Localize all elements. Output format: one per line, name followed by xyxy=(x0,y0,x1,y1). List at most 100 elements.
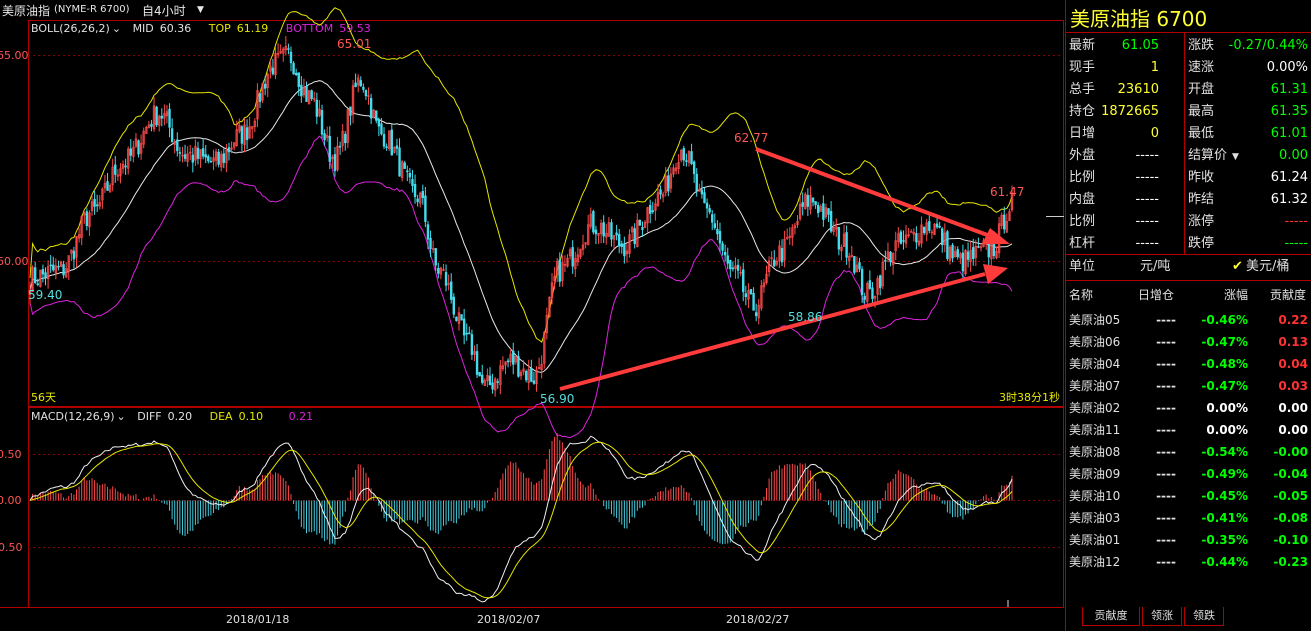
candle-body xyxy=(80,216,83,238)
candle-body xyxy=(891,252,895,265)
candle-body xyxy=(884,260,887,262)
list-item[interactable]: 美原油08 ---- -0.54% -0.00 xyxy=(1066,441,1311,463)
quote-label: 结算价 xyxy=(1188,148,1228,163)
candle-body xyxy=(705,202,709,209)
candle-body xyxy=(543,332,546,364)
candle-body xyxy=(235,129,238,146)
candle-body xyxy=(904,234,908,244)
candle-body xyxy=(770,257,773,260)
candle-body xyxy=(251,126,254,129)
instrument-name: 美原油指 xyxy=(2,4,51,18)
candle-body xyxy=(132,146,135,157)
candle-body xyxy=(744,293,748,298)
candle-body xyxy=(899,231,903,244)
candle-body xyxy=(44,272,47,279)
candle-body xyxy=(729,260,732,270)
list-item[interactable]: 美原油10 ---- -0.45% -0.05 xyxy=(1066,485,1311,507)
list-item[interactable]: 美原油09 ---- -0.49% -0.04 xyxy=(1066,463,1311,485)
list-item[interactable]: 美原油05 ---- -0.46% 0.22 xyxy=(1066,309,1311,331)
list-item[interactable]: 美原油03 ---- -0.41% -0.08 xyxy=(1066,507,1311,529)
boll-mid-line xyxy=(29,80,1013,374)
tab-top-gainers[interactable]: 领涨 xyxy=(1142,607,1182,626)
tab-contribution[interactable]: 贡献度 xyxy=(1082,607,1140,626)
candle-body xyxy=(636,219,639,247)
list-cell-name: 美原油10 xyxy=(1069,489,1121,503)
candle-body xyxy=(434,248,437,266)
list-cell-chg: -0.54% xyxy=(1201,445,1248,459)
candle-body xyxy=(356,77,360,86)
candle-body xyxy=(1003,214,1006,230)
list-header-cell[interactable]: 日增仓 xyxy=(1137,288,1174,302)
list-item[interactable]: 美原油11 ---- 0.00% 0.00 xyxy=(1066,419,1311,441)
candle-body xyxy=(214,151,218,161)
unit-option-usd[interactable]: 美元/桶 xyxy=(1246,259,1290,274)
candle-body xyxy=(742,269,745,293)
candle-body xyxy=(798,204,802,220)
list-cell-name: 美原油03 xyxy=(1069,511,1121,525)
candle-body xyxy=(41,269,45,275)
candle-body xyxy=(667,175,670,192)
bottom-value: 59.53 xyxy=(339,22,371,35)
candle-body xyxy=(966,251,970,260)
lower-arrow-head xyxy=(983,264,1008,284)
list-header-cell[interactable]: 名称 xyxy=(1069,288,1094,302)
candle-body xyxy=(680,150,683,161)
candle-body xyxy=(785,237,789,239)
period-selector[interactable]: 自4小时 xyxy=(142,4,186,18)
candle-body xyxy=(651,210,654,213)
candle-body xyxy=(483,380,487,386)
chevron-down-icon[interactable]: ▼ xyxy=(197,5,204,15)
list-item[interactable]: 美原油12 ---- -0.44% -0.23 xyxy=(1066,551,1311,573)
high-label: 65.01 xyxy=(337,37,371,51)
candle-body xyxy=(607,222,611,237)
candle-body xyxy=(59,261,63,267)
candle-body xyxy=(173,141,176,145)
candles xyxy=(28,36,1014,397)
macd-tick-pos: 0.50 xyxy=(0,448,22,461)
kline-chart[interactable]: 65.00 60.00 0.50 0.00 -0.50 BOLL(26,26,2… xyxy=(0,0,1064,631)
list-item[interactable]: 美原油06 ---- -0.47% 0.13 xyxy=(1066,331,1311,353)
candle-body xyxy=(108,184,112,193)
candle-body xyxy=(592,211,595,233)
candle-body xyxy=(413,183,417,197)
list-header-cell[interactable]: 涨幅 xyxy=(1223,288,1248,302)
candle-body xyxy=(36,283,39,285)
candle-body xyxy=(522,368,525,372)
candle-body xyxy=(713,223,717,229)
candle-body xyxy=(183,154,187,159)
candle-body xyxy=(692,161,696,174)
candle-body xyxy=(814,201,817,206)
candle-body xyxy=(514,355,518,363)
list-cell-add: ---- xyxy=(1156,445,1176,459)
panel-title: 美原油指 6700 xyxy=(1070,7,1208,31)
candle-body xyxy=(527,368,530,384)
candle-body xyxy=(90,201,94,211)
candle-body xyxy=(837,226,841,250)
list-item[interactable]: 美原油04 ---- -0.48% 0.04 xyxy=(1066,353,1311,375)
unit-option-yuan[interactable]: 元/吨 xyxy=(1140,259,1171,274)
candle-body xyxy=(700,189,704,195)
list-item[interactable]: 美原油07 ---- -0.47% 0.03 xyxy=(1066,375,1311,397)
candle-body xyxy=(747,290,750,300)
list-item[interactable]: 美原油02 ---- 0.00% 0.00 xyxy=(1066,397,1311,419)
tab-top-losers[interactable]: 领跌 xyxy=(1184,607,1224,626)
list-cell-name: 美原油11 xyxy=(1069,423,1121,437)
candle-body xyxy=(780,248,784,263)
candle-body xyxy=(150,123,153,127)
candle-body xyxy=(163,113,166,119)
candle-body xyxy=(623,243,626,257)
candle-body xyxy=(584,242,587,245)
list-cell-name: 美原油02 xyxy=(1069,401,1121,415)
candle-body xyxy=(419,192,422,204)
candle-body xyxy=(628,234,631,254)
candle-body xyxy=(39,269,42,287)
chevron-down-icon[interactable]: ▼ xyxy=(1232,152,1239,162)
top-label: TOP xyxy=(208,22,231,35)
candle-body xyxy=(664,175,667,193)
quote-value: 0.00% xyxy=(1266,60,1308,75)
list-item[interactable]: 美原油01 ---- -0.35% -0.10 xyxy=(1066,529,1311,551)
list-header-cell[interactable]: 贡献度 xyxy=(1269,288,1306,302)
list-cell-chg: -0.49% xyxy=(1201,467,1248,481)
list-cell-chg: -0.45% xyxy=(1201,489,1248,503)
candle-body xyxy=(762,282,766,288)
